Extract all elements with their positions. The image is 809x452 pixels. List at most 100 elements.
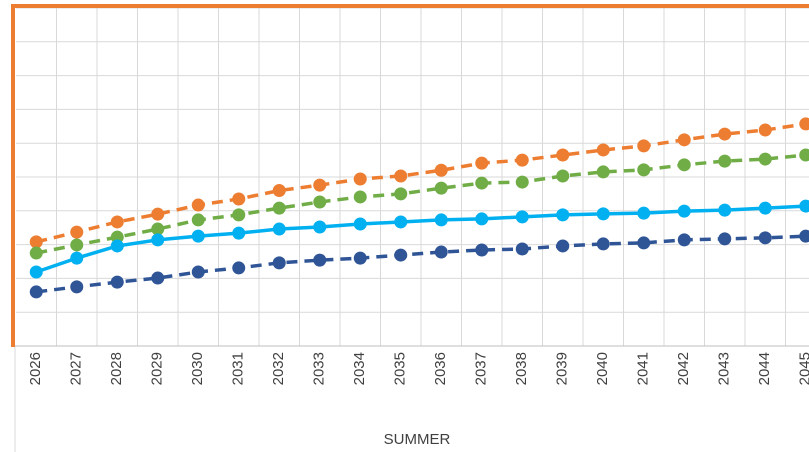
x-tick-label: 2036 [432,352,449,385]
data-point [70,251,84,265]
x-tick-label: 2031 [230,352,247,385]
data-point [29,246,43,260]
data-point [677,204,691,218]
data-point [637,163,651,177]
data-point [434,181,448,195]
data-point [191,213,205,227]
data-point [353,251,367,265]
data-point [191,265,205,279]
data-point [29,235,43,249]
data-point [677,133,691,147]
data-point [799,229,809,243]
data-point [799,148,809,162]
data-point [556,208,570,222]
data-point [232,192,246,206]
data-point [637,206,651,220]
x-tick-label: 2043 [716,352,733,385]
data-point [718,154,732,168]
series-line [35,122,807,244]
data-point [70,238,84,252]
x-tick-label: 2029 [149,352,166,385]
chart-border [11,4,809,347]
data-point [313,195,327,209]
series-line [36,234,806,294]
data-point [556,148,570,162]
x-tick-label: 2041 [635,352,652,385]
data-point [434,245,448,259]
x-tick-label: 2030 [189,352,206,385]
data-point [758,152,772,166]
x-tick-label: 2028 [108,352,125,385]
data-point [556,169,570,183]
data-point [799,199,809,213]
data-point [353,190,367,204]
data-point [799,117,809,131]
x-tick-label: 2027 [68,352,85,385]
data-point [151,222,165,236]
data-point [515,210,529,224]
data-point [515,242,529,256]
data-point [596,207,610,221]
data-point [29,285,43,299]
data-point [313,178,327,192]
data-point [272,256,286,270]
x-tick-label: 2038 [513,352,530,385]
x-tick-label: 2033 [311,352,328,385]
x-tick-label: 2045 [797,352,809,385]
data-point [677,233,691,247]
data-point [232,261,246,275]
data-point [232,208,246,222]
series-line [35,204,806,274]
data-point [596,143,610,157]
data-point [515,153,529,167]
data-point [110,215,124,229]
data-point [434,213,448,227]
data-point [434,163,448,177]
data-point [191,198,205,212]
x-tick-label: 2035 [392,352,409,385]
data-point [475,212,489,226]
data-point [637,139,651,153]
data-point [272,201,286,215]
data-point [758,231,772,245]
x-tick-label: 2032 [270,352,287,385]
data-point [394,169,408,183]
x-tick-label: 2037 [473,352,490,385]
x-tick-label: 2034 [351,352,368,385]
data-point [110,239,124,253]
data-point [515,175,529,189]
data-point [475,243,489,257]
data-point [394,248,408,262]
data-point [596,165,610,179]
data-point [637,236,651,250]
data-point [758,123,772,137]
data-point [313,253,327,267]
data-point [394,215,408,229]
data-point [272,222,286,236]
x-tick-label: 2040 [594,352,611,385]
x-axis-title: SUMMER [384,431,451,448]
data-point [758,201,772,215]
series-line [35,153,806,255]
data-point [718,203,732,217]
data-point [353,217,367,231]
data-point [718,127,732,141]
data-point [232,226,246,240]
data-point [718,232,732,246]
x-tick-label: 2026 [27,352,44,385]
data-point [475,156,489,170]
data-point [475,176,489,190]
data-point [70,225,84,239]
data-point [151,271,165,285]
data-point [272,184,286,198]
data-point [353,172,367,186]
x-tick-label: 2039 [554,352,571,385]
grid [16,7,809,346]
data-point [677,158,691,172]
data-point [191,229,205,243]
data-point [556,239,570,253]
data-point [313,220,327,234]
data-point [70,280,84,294]
x-tick-label: 2042 [675,352,692,385]
